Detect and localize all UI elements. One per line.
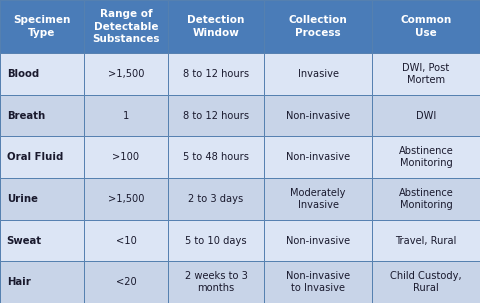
Text: Non-invasive: Non-invasive	[286, 111, 350, 121]
Bar	[0, 136, 84, 178]
Text: 5 to 10 days: 5 to 10 days	[185, 235, 247, 245]
Bar	[264, 53, 372, 95]
Bar	[264, 0, 372, 53]
Text: <10: <10	[116, 235, 136, 245]
Bar	[0, 261, 84, 303]
Bar	[264, 136, 372, 178]
Bar	[168, 220, 264, 261]
Text: Collection
Process: Collection Process	[288, 15, 348, 38]
Bar	[372, 53, 480, 95]
Text: Travel, Rural: Travel, Rural	[396, 235, 456, 245]
Text: Non-invasive: Non-invasive	[286, 152, 350, 162]
Text: Specimen
Type: Specimen Type	[13, 15, 71, 38]
Text: DWI, Post
Mortem: DWI, Post Mortem	[402, 63, 450, 85]
Text: Breath: Breath	[7, 111, 45, 121]
Text: >1,500: >1,500	[108, 194, 144, 204]
Text: 8 to 12 hours: 8 to 12 hours	[183, 69, 249, 79]
Bar	[372, 95, 480, 136]
Text: 5 to 48 hours: 5 to 48 hours	[183, 152, 249, 162]
Text: Moderately
Invasive: Moderately Invasive	[290, 188, 346, 210]
Text: Child Custody,
Rural: Child Custody, Rural	[390, 271, 462, 293]
Bar	[0, 178, 84, 220]
Text: Urine: Urine	[7, 194, 37, 204]
Bar	[84, 95, 168, 136]
Bar	[264, 220, 372, 261]
Text: Non-invasive
to Invasive: Non-invasive to Invasive	[286, 271, 350, 293]
Bar	[84, 220, 168, 261]
Bar	[84, 53, 168, 95]
Bar	[264, 261, 372, 303]
Bar	[0, 220, 84, 261]
Text: Oral Fluid: Oral Fluid	[7, 152, 63, 162]
Bar	[168, 178, 264, 220]
Bar	[372, 261, 480, 303]
Text: Non-invasive: Non-invasive	[286, 235, 350, 245]
Bar	[264, 178, 372, 220]
Text: Common
Use: Common Use	[400, 15, 452, 38]
Bar	[84, 261, 168, 303]
Bar	[372, 136, 480, 178]
Bar	[0, 0, 84, 53]
Text: Abstinence
Monitoring: Abstinence Monitoring	[398, 188, 454, 210]
Bar	[168, 53, 264, 95]
Bar	[168, 95, 264, 136]
Text: >100: >100	[112, 152, 140, 162]
Bar	[372, 178, 480, 220]
Text: 2 weeks to 3
months: 2 weeks to 3 months	[185, 271, 247, 293]
Text: Range of
Detectable
Substances: Range of Detectable Substances	[92, 9, 160, 44]
Text: Sweat: Sweat	[7, 235, 42, 245]
Bar	[168, 0, 264, 53]
Bar	[372, 0, 480, 53]
Text: DWI: DWI	[416, 111, 436, 121]
Bar	[0, 53, 84, 95]
Text: >1,500: >1,500	[108, 69, 144, 79]
Text: Abstinence
Monitoring: Abstinence Monitoring	[398, 146, 454, 168]
Bar	[168, 136, 264, 178]
Text: 1: 1	[123, 111, 129, 121]
Bar	[168, 261, 264, 303]
Text: <20: <20	[116, 277, 136, 287]
Bar	[84, 136, 168, 178]
Text: Detection
Window: Detection Window	[187, 15, 245, 38]
Bar	[84, 0, 168, 53]
Text: 8 to 12 hours: 8 to 12 hours	[183, 111, 249, 121]
Text: Hair: Hair	[7, 277, 31, 287]
Text: Blood: Blood	[7, 69, 39, 79]
Bar	[372, 220, 480, 261]
Text: 2 to 3 days: 2 to 3 days	[188, 194, 244, 204]
Text: Invasive: Invasive	[298, 69, 338, 79]
Bar	[84, 178, 168, 220]
Bar	[264, 95, 372, 136]
Bar	[0, 95, 84, 136]
